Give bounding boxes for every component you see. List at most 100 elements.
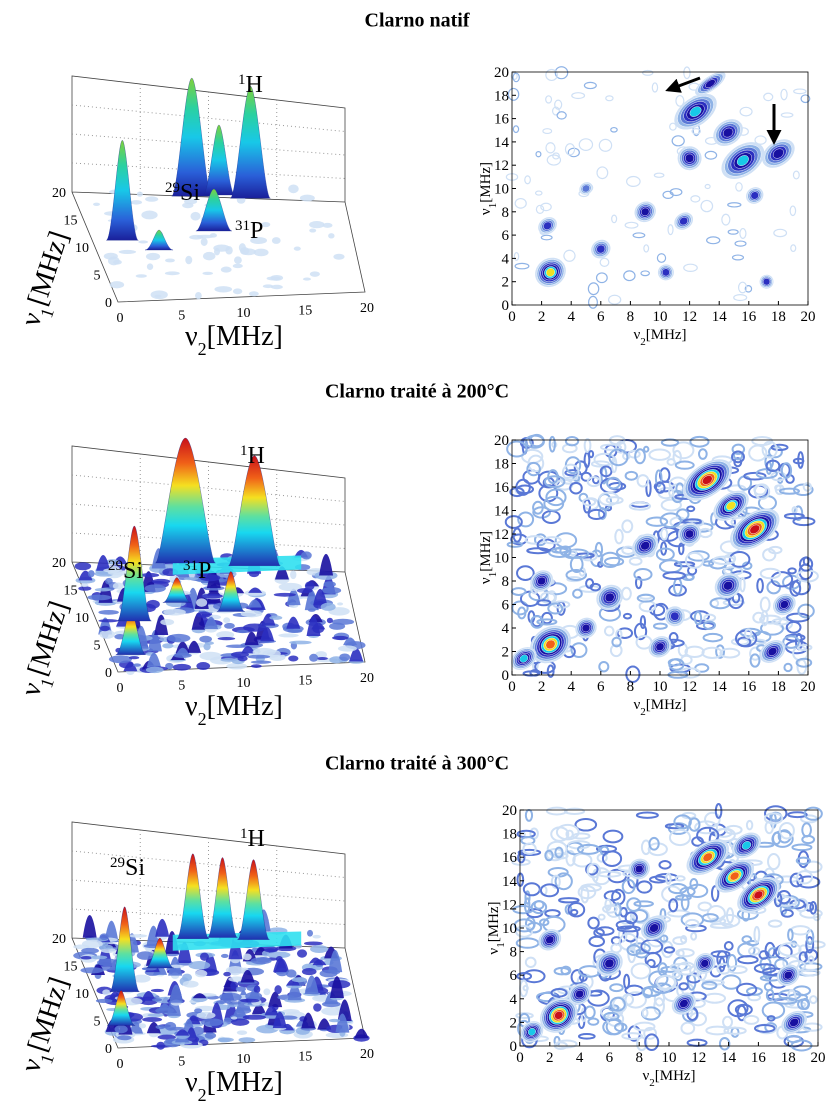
surface-texture [136, 191, 143, 197]
surface-bump [354, 1028, 369, 1039]
surface-texture [194, 969, 208, 978]
contour-texture [672, 441, 695, 460]
contour-texture [669, 188, 683, 197]
contour-texture [572, 832, 591, 840]
surface-texture [108, 256, 120, 266]
x-tick-label: 18 [771, 679, 786, 695]
peak-element: H [248, 826, 265, 852]
contour-texture [674, 875, 686, 882]
contour-texture [628, 556, 643, 566]
surface-texture [200, 237, 208, 247]
surface-texture [220, 953, 229, 959]
contour-texture [651, 82, 659, 93]
axis-subscript: 1 [487, 572, 499, 578]
contour-level [582, 184, 590, 193]
surface-texture [333, 253, 345, 260]
x-tick-label: 12 [682, 309, 697, 325]
contour-texture [722, 1015, 734, 1029]
contour-texture [540, 202, 552, 212]
surface-texture [266, 276, 281, 281]
contour-texture [567, 902, 586, 918]
surface-texture [117, 1035, 132, 1041]
contour-texture [741, 935, 753, 944]
surface-texture [274, 985, 282, 995]
surface-bump [286, 588, 301, 606]
contour-texture [770, 443, 789, 452]
contour-texture [530, 615, 544, 629]
surface-texture [172, 663, 192, 671]
peak-label: 29Si [165, 180, 200, 206]
surface-texture [128, 934, 148, 938]
axis-symbol: ν [478, 577, 494, 584]
contour-texture [512, 72, 520, 83]
contour-texture [697, 901, 712, 912]
contour-texture [544, 909, 561, 918]
surface-bump [247, 599, 262, 608]
contour-level [596, 244, 606, 254]
x-tick-label: 4 [567, 309, 575, 325]
surface-texture [309, 653, 319, 662]
contour-texture [753, 925, 761, 944]
surface-texture [118, 249, 137, 254]
axis-label: ν1[MHz] [478, 162, 499, 215]
contour-texture [723, 1026, 747, 1035]
surface-bump [175, 647, 190, 656]
surface-texture [220, 266, 232, 273]
contour-texture [636, 1036, 648, 1052]
axis-unit: [MHz] [207, 321, 283, 352]
surface-texture [296, 588, 313, 594]
contour-texture [587, 508, 606, 521]
wall-grid [71, 104, 346, 132]
contour-texture [800, 997, 811, 1010]
contour-texture [626, 897, 642, 912]
contour-level [753, 890, 764, 900]
surface-texture [230, 1018, 250, 1026]
contour-texture [626, 944, 642, 956]
y-tick-label: 2 [502, 645, 510, 661]
contour-level [726, 501, 736, 511]
contour-texture [621, 586, 632, 601]
y-tick-label: 2 [502, 275, 510, 291]
contour-texture [731, 450, 745, 464]
surface-texture [80, 955, 93, 960]
contour-texture [679, 886, 696, 897]
contour-texture [599, 465, 613, 478]
surface-texture [326, 617, 333, 624]
contour-level [762, 278, 771, 286]
surface-texture [226, 662, 248, 670]
surface-texture [266, 951, 291, 959]
surface-texture [232, 263, 243, 269]
surface-texture [306, 929, 314, 937]
contour-texture [714, 803, 723, 819]
axis-unit: [MHz] [478, 162, 494, 203]
surface-texture [140, 572, 160, 578]
contour-texture [748, 946, 761, 956]
surface-texture [256, 1024, 279, 1034]
y-tick-label: 15 [64, 214, 78, 229]
contour-texture [703, 613, 717, 622]
contour-texture [545, 488, 567, 507]
x-tick-label: 10 [653, 309, 668, 325]
contour-texture [794, 898, 809, 913]
surface-peak [106, 140, 139, 241]
surface-peak [237, 859, 270, 940]
surface-texture [155, 1024, 166, 1030]
contour-texture [676, 961, 696, 976]
contour-texture [517, 851, 526, 864]
surface-texture [141, 210, 158, 220]
contour-level [689, 106, 702, 117]
wall-grid [71, 850, 346, 878]
surface-texture [235, 986, 246, 992]
surface-texture [299, 194, 315, 202]
surface-texture [196, 662, 211, 671]
contour-texture [701, 980, 718, 990]
contour-texture [773, 228, 788, 238]
surface-texture [220, 658, 237, 662]
axis-unit: [MHz] [22, 227, 75, 309]
axis-unit: [MHz] [486, 901, 502, 942]
contour-texture [586, 862, 601, 879]
surface-texture [97, 958, 119, 967]
contour-texture [680, 935, 688, 944]
surface-texture [313, 1003, 322, 1012]
contour-texture [754, 135, 767, 145]
